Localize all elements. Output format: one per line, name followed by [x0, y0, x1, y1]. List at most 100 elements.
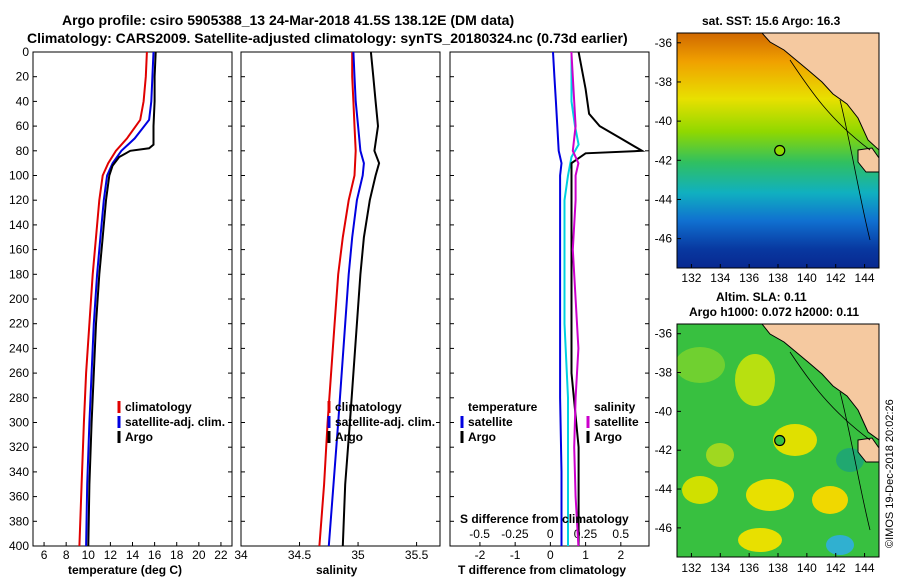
- argo-position-marker: [774, 434, 786, 447]
- depth-tick-label: 140: [9, 218, 29, 232]
- map-lat-tick-label: -36: [655, 36, 673, 50]
- depth-tick-label: 160: [9, 243, 29, 257]
- temperature-diff-argo-line: [570, 52, 646, 546]
- map-lat-tick-label: -44: [655, 482, 673, 496]
- sla-anomaly-patch: [677, 347, 725, 383]
- difference-xlabel: T difference from climatology: [458, 563, 626, 577]
- sla-map-title-line-2: Argo h1000: 0.072 h2000: 0.11: [689, 305, 859, 319]
- title-line-2: Climatology: CARS2009. Satellite-adjuste…: [27, 30, 628, 46]
- temperature-tick-label: 12: [104, 548, 118, 562]
- depth-tick-label: 40: [16, 94, 30, 108]
- sla-map-title-line-1: Altim. SLA: 0.11: [716, 290, 807, 304]
- salinity-tick-label: 35.5: [405, 548, 429, 562]
- map-lon-tick-label: 136: [739, 271, 759, 285]
- map-lon-tick-label: 132: [681, 561, 701, 575]
- temperature-difference-tick-label: -2: [475, 548, 486, 562]
- depth-tick-label: 200: [9, 292, 29, 306]
- depth-tick-label: 60: [16, 119, 30, 133]
- difference-salinity-legend: salinity satellite Argo: [586, 400, 639, 444]
- sla-anomaly-patch: [682, 476, 718, 504]
- salinity-diff-argo-line: [570, 52, 580, 546]
- depth-tick-label: 380: [9, 514, 29, 528]
- difference-axes: [449, 51, 650, 547]
- depth-tick-label: 320: [9, 440, 29, 454]
- map-lat-tick-label: -42: [655, 443, 673, 457]
- map-lat-tick-label: -44: [655, 192, 673, 206]
- salinity-tick-label: 34: [234, 548, 248, 562]
- sla-anomaly-patch: [836, 448, 864, 472]
- map-lon-tick-label: 138: [768, 271, 788, 285]
- salinity-tick-labels: 34 34.5 35 35.5: [234, 542, 429, 562]
- salinity-tick-label: 34.5: [288, 548, 312, 562]
- depth-tick-label: 360: [9, 490, 29, 504]
- legend-label-climatology: climatology: [335, 400, 402, 414]
- temperature-argo-line: [87, 52, 157, 546]
- land-mass: [761, 324, 879, 441]
- bathymetry-contour: [839, 99, 871, 241]
- map-lat-tick-label: -40: [655, 114, 673, 128]
- sla-anomaly-patch: [735, 354, 775, 406]
- temperature-lines: [78, 52, 157, 546]
- map-lat-tick-label: -42: [655, 153, 673, 167]
- temperature-tick-label: 16: [148, 548, 162, 562]
- map-lon-tick-label: 134: [710, 271, 730, 285]
- temperature-tick-label: 18: [170, 548, 184, 562]
- temperature-tick-label: 6: [41, 548, 48, 562]
- legend-label-argo: Argo: [594, 430, 622, 444]
- sst-map-title: sat. SST: 15.6 Argo: 16.3: [702, 14, 841, 28]
- depth-tick-label: 280: [9, 391, 29, 405]
- temperature-tick-label: 22: [214, 548, 228, 562]
- difference-xlabel-top: S difference from climatology: [460, 512, 629, 526]
- legend-label-climatology: climatology: [125, 400, 192, 414]
- map-tick-labels: 132 134 136 138 140 142 144 -36 -38 -40 -42 -44 -46 1…: [655, 36, 875, 575]
- legend-label-argo: Argo: [335, 430, 363, 444]
- salinity-legend: climatology satellite-adj. clim. Argo: [327, 400, 435, 444]
- map-lat-tick-label: -46: [655, 521, 673, 535]
- temperature-difference-tick-label: -1: [510, 548, 521, 562]
- temperature-tick-labels: 6 8 10 12 14 16 18 20 22: [41, 542, 228, 562]
- temperature-climatology-line: [78, 52, 148, 546]
- sla-anomaly-patch: [812, 486, 848, 514]
- sla-anomaly-patch: [746, 479, 794, 511]
- depth-tick-label: 340: [9, 465, 29, 479]
- temperature-difference-tick-labels: -2 -1 0 1 2: [475, 542, 624, 562]
- legend-label-argo: Argo: [125, 430, 153, 444]
- legend-label-satellite: satellite-adj. clim.: [335, 415, 435, 429]
- depth-tick-label: 400: [9, 539, 29, 553]
- legend-label-satellite: satellite: [594, 415, 639, 429]
- bathymetry-contour: [789, 351, 871, 441]
- sla-anomaly-patch: [826, 535, 854, 555]
- map-lon-tick-label: 144: [855, 561, 875, 575]
- temperature-difference-tick-label: 1: [582, 548, 589, 562]
- map-lat-tick-label: -40: [655, 404, 673, 418]
- depth-tick-labels: 0 20 40 60 80 100 120 140 160 180 200 220 240 260 280 3…: [9, 45, 649, 553]
- salinity-diff-satellite-line: [552, 52, 563, 546]
- depth-tick-label: 260: [9, 366, 29, 380]
- temperature-satellite-line: [85, 52, 155, 546]
- map-lat-tick-label: -38: [655, 75, 673, 89]
- sla-anomaly-patch: [738, 528, 782, 552]
- temperature-axes: [32, 51, 233, 547]
- legend-label-argo: Argo: [468, 430, 496, 444]
- legend-label-satellite: satellite-adj. clim.: [125, 415, 225, 429]
- depth-tick-label: 180: [9, 267, 29, 281]
- land-mass: [857, 437, 879, 463]
- salinity-difference-tick-labels: -0.5 -0.25 0 0.25 0.5: [469, 527, 629, 541]
- legend-label-temperature: temperature: [468, 400, 538, 414]
- temperature-xlabel: temperature (deg C): [68, 563, 182, 577]
- map-lon-tick-label: 132: [681, 271, 701, 285]
- salinity-satellite-line: [327, 52, 365, 546]
- depth-tick-label: 80: [16, 144, 30, 158]
- salinity-argo-line: [341, 52, 381, 546]
- sla-anomaly-patch: [706, 443, 734, 467]
- salinity-climatology-line: [318, 52, 357, 546]
- temperature-legend: climatology satellite-adj. clim. Argo: [117, 400, 225, 444]
- map-lat-tick-label: -46: [655, 232, 673, 246]
- temperature-tick-label: 14: [126, 548, 140, 562]
- legend-label-satellite: satellite: [468, 415, 513, 429]
- map-lon-tick-label: 140: [797, 271, 817, 285]
- temperature-tick-label: 8: [63, 548, 70, 562]
- map-lon-tick-label: 138: [768, 561, 788, 575]
- difference-temperature-legend: temperature satellite Argo: [460, 400, 538, 444]
- map-lon-tick-label: 140: [797, 561, 817, 575]
